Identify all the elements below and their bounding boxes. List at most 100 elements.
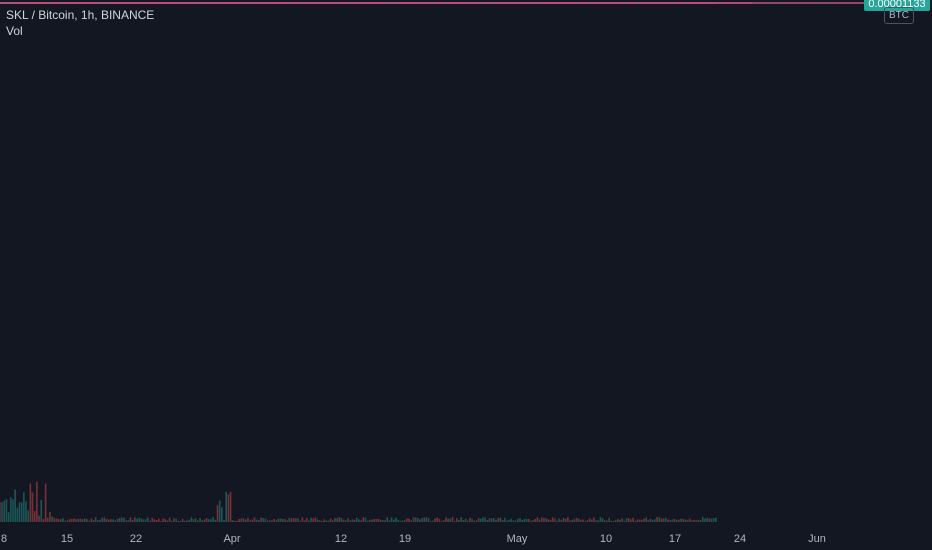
volume-bar xyxy=(51,516,53,522)
volume-bar xyxy=(157,518,160,522)
volume-bar xyxy=(656,517,658,522)
volume-bar xyxy=(479,518,482,522)
volume-bar xyxy=(710,518,713,522)
volume-bar xyxy=(584,520,587,522)
volume-bar xyxy=(292,518,295,522)
volume-bar xyxy=(673,518,676,522)
volume-bar xyxy=(99,519,101,522)
volume-bar xyxy=(114,520,117,522)
volume-label[interactable]: Vol xyxy=(6,24,23,38)
volume-bar xyxy=(558,518,560,522)
volume-bar xyxy=(205,518,208,522)
volume-bar xyxy=(290,518,293,522)
volume-bar xyxy=(305,517,308,522)
volume-bar xyxy=(0,502,1,522)
volume-bar xyxy=(641,519,643,522)
volume-bar xyxy=(460,517,463,522)
volume-bar xyxy=(606,520,608,522)
volume-bar xyxy=(216,505,219,522)
volume-bar xyxy=(125,520,127,522)
volume-bar xyxy=(523,519,526,522)
volume-bar xyxy=(212,517,214,522)
volume-bar xyxy=(660,518,663,522)
volume-bar xyxy=(399,520,402,522)
volume-bar xyxy=(112,519,114,522)
volume-bar xyxy=(386,517,389,522)
volume-bar xyxy=(79,518,82,522)
volume-bar xyxy=(438,518,441,522)
volume-bar xyxy=(686,519,689,522)
volume-bar xyxy=(184,520,186,522)
volume-bar xyxy=(540,517,543,522)
volume-bar xyxy=(695,520,698,522)
volume-bar xyxy=(310,517,312,522)
volume-bar xyxy=(614,519,617,522)
volume-bar xyxy=(453,520,456,522)
volume-bar xyxy=(284,518,286,522)
volume-bar xyxy=(503,517,506,522)
volume-bar xyxy=(353,519,356,522)
time-tick-label: May xyxy=(507,533,528,545)
volume-bar xyxy=(271,520,273,522)
volume-bar xyxy=(645,517,647,522)
volume-bar xyxy=(281,518,284,522)
volume-bar xyxy=(421,517,423,522)
volume-bar xyxy=(314,517,317,522)
volume-bar xyxy=(551,517,554,522)
volume-bar xyxy=(303,520,306,522)
volume-bar xyxy=(516,518,519,522)
volume-bar xyxy=(416,517,419,522)
volume-bar xyxy=(299,520,301,522)
volume-bar xyxy=(715,517,717,522)
volume-bar xyxy=(538,519,541,522)
volume-bar xyxy=(210,519,212,522)
time-tick-label: 10 xyxy=(600,533,612,545)
volume-bar xyxy=(288,517,291,522)
volume-bar xyxy=(549,520,552,522)
volume-bar xyxy=(190,517,193,522)
volume-bar xyxy=(266,520,269,522)
currency-badge[interactable]: BTC xyxy=(884,7,914,24)
volume-bar xyxy=(527,518,530,522)
volume-bar xyxy=(580,519,582,522)
volume-bar xyxy=(625,518,628,522)
volume-bar xyxy=(25,501,27,522)
symbol-title[interactable]: SKL / Bitcoin, 1h, BINANCE xyxy=(6,8,155,22)
volume-bar xyxy=(231,520,234,522)
volume-bar xyxy=(464,518,467,522)
volume-bar xyxy=(562,518,565,522)
volume-bar xyxy=(390,517,393,522)
volume-bar xyxy=(60,519,62,522)
volume-bar xyxy=(36,481,38,522)
time-axis[interactable]: 8 15 22 Apr 12 19 May 10 17 24 Jun xyxy=(1,533,826,545)
volume-bar xyxy=(9,497,12,522)
volume-bar xyxy=(149,520,151,522)
volume-bar xyxy=(643,518,645,522)
volume-bar xyxy=(66,520,69,522)
volume-bar xyxy=(573,519,576,522)
volume-bar xyxy=(691,520,693,522)
volume-bar xyxy=(201,520,204,522)
volume-bar xyxy=(688,518,691,522)
volume-bar xyxy=(499,517,502,522)
volume-bar xyxy=(506,520,508,522)
volume-bar xyxy=(497,517,500,522)
volume-bar xyxy=(240,518,243,522)
volume-bar xyxy=(664,517,667,522)
volume-bar xyxy=(177,520,180,522)
volume-bar xyxy=(525,518,528,522)
volume-bar xyxy=(334,517,336,522)
volume-bar xyxy=(447,518,449,522)
volume-bar xyxy=(55,518,58,522)
volume-bar xyxy=(20,502,23,522)
volume-bar xyxy=(203,519,206,522)
volume-bar xyxy=(395,517,397,522)
volume-bar xyxy=(134,517,136,522)
volume-bar xyxy=(427,517,430,522)
volume-bar xyxy=(275,520,278,522)
volume-bar xyxy=(336,518,338,522)
volume-bar xyxy=(543,517,545,522)
volume-bar xyxy=(475,520,478,522)
volume-bar xyxy=(86,518,88,522)
